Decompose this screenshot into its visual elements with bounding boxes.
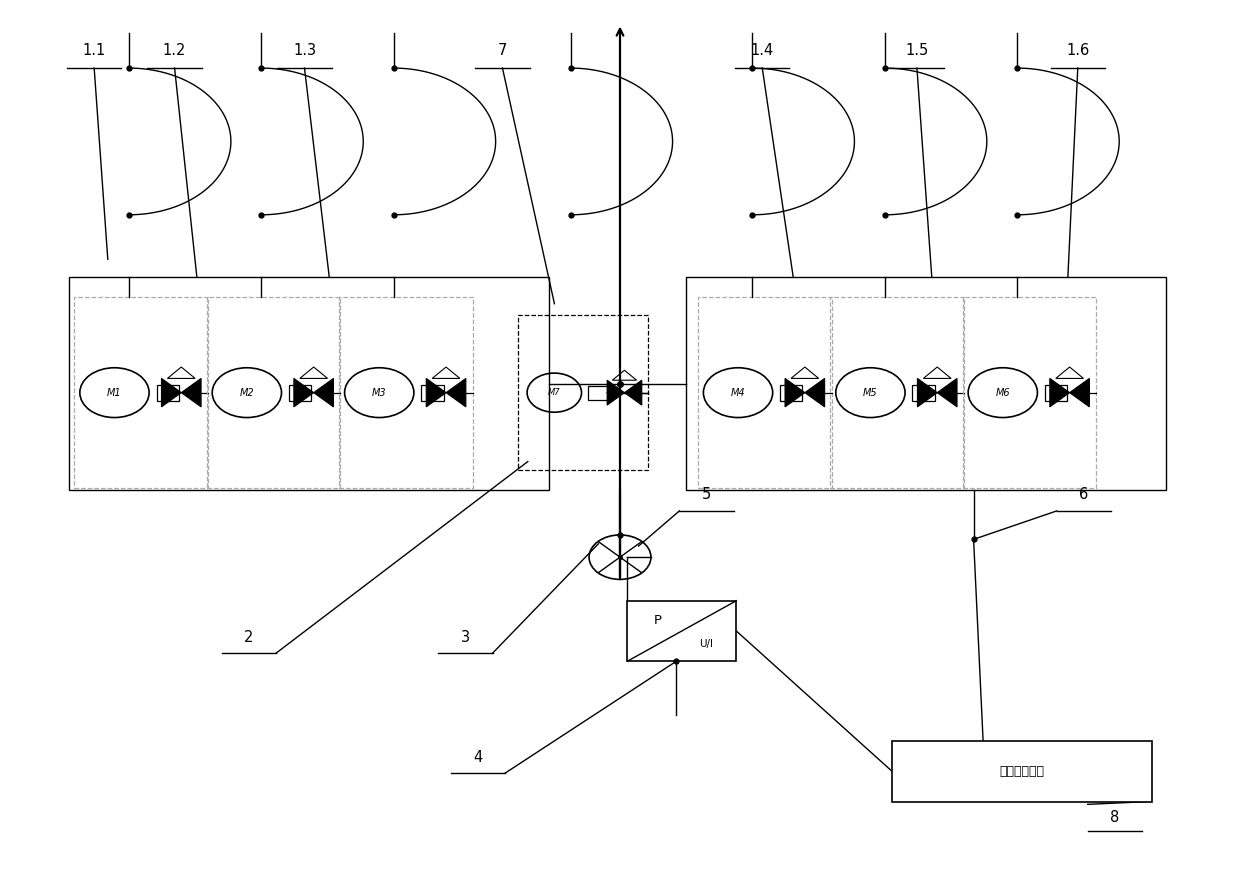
- Text: 8: 8: [1110, 810, 1120, 825]
- Polygon shape: [805, 378, 825, 407]
- Text: 2: 2: [244, 630, 253, 645]
- Text: 1.1: 1.1: [83, 43, 105, 58]
- Bar: [69, 277, 549, 491]
- Bar: [207, 297, 341, 488]
- Bar: [962, 297, 1096, 488]
- Polygon shape: [918, 378, 937, 407]
- Text: P: P: [653, 614, 662, 626]
- Bar: [1045, 384, 1068, 401]
- Polygon shape: [937, 378, 957, 407]
- Polygon shape: [625, 380, 642, 405]
- Text: 4: 4: [474, 750, 482, 764]
- Text: M7: M7: [548, 388, 560, 397]
- Bar: [893, 741, 1152, 802]
- Polygon shape: [427, 378, 446, 407]
- Text: U/I: U/I: [699, 640, 713, 649]
- Polygon shape: [161, 378, 181, 407]
- Text: 1.2: 1.2: [162, 43, 186, 58]
- Text: 5: 5: [702, 487, 712, 502]
- Text: 3: 3: [461, 630, 470, 645]
- Polygon shape: [1050, 378, 1070, 407]
- Bar: [340, 297, 472, 488]
- Text: M6: M6: [996, 388, 1011, 398]
- Bar: [156, 384, 179, 401]
- Polygon shape: [181, 378, 201, 407]
- Polygon shape: [785, 378, 805, 407]
- Bar: [780, 384, 802, 401]
- Bar: [289, 384, 311, 401]
- Bar: [831, 297, 963, 488]
- Bar: [518, 315, 647, 470]
- Bar: [686, 277, 1166, 491]
- Text: 1.3: 1.3: [293, 43, 316, 58]
- Text: 1.4: 1.4: [750, 43, 774, 58]
- Bar: [913, 384, 935, 401]
- Polygon shape: [1070, 378, 1090, 407]
- Text: 压力控制模块: 压力控制模块: [999, 765, 1044, 778]
- Bar: [74, 297, 208, 488]
- Text: 1.5: 1.5: [905, 43, 929, 58]
- Polygon shape: [314, 378, 334, 407]
- Text: 6: 6: [1079, 487, 1089, 502]
- Bar: [588, 385, 608, 400]
- Text: M3: M3: [372, 388, 387, 398]
- Polygon shape: [608, 380, 625, 405]
- Text: 1.6: 1.6: [1066, 43, 1090, 58]
- Bar: [698, 297, 832, 488]
- Text: M2: M2: [239, 388, 254, 398]
- Text: M1: M1: [107, 388, 122, 398]
- Text: M4: M4: [730, 388, 745, 398]
- Text: M5: M5: [863, 388, 878, 398]
- Polygon shape: [294, 378, 314, 407]
- Bar: [627, 600, 737, 661]
- Bar: [422, 384, 444, 401]
- Text: 7: 7: [497, 43, 507, 58]
- Polygon shape: [446, 378, 466, 407]
